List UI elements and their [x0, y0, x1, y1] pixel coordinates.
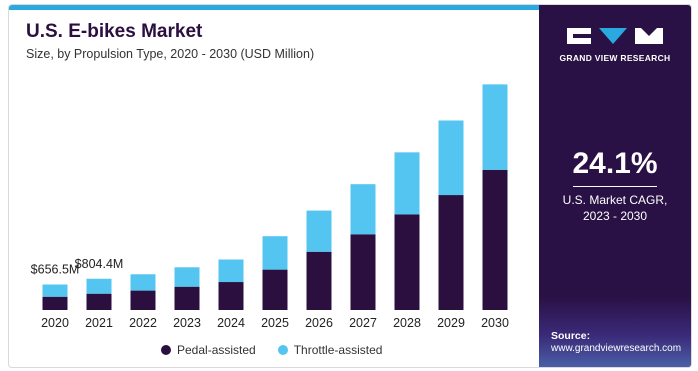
bar-throttle-2024 — [218, 259, 244, 283]
cagr-value: 24.1% — [572, 147, 658, 180]
x-tick-label-2029: 2029 — [437, 316, 465, 330]
x-tick-label-2026: 2026 — [305, 316, 333, 330]
bar-chart: 2020 2021 2022 2023 2024 2025 2026 2027 2028 2029… — [31, 84, 509, 330]
bar-pedal-2030 — [482, 169, 508, 310]
legend-label-pedal: Pedal-assisted — [177, 343, 256, 357]
x-tick-label-2021: 2021 — [85, 316, 113, 330]
data-label-2021: $804.4M — [75, 257, 124, 271]
bar-pedal-2022 — [130, 290, 156, 310]
bar-pedal-2029 — [438, 195, 464, 310]
source-block: Source: www.grandviewresearch.com — [539, 297, 691, 367]
legend-label-throttle: Throttle-assisted — [293, 343, 383, 357]
bar-throttle-2028 — [394, 152, 420, 215]
cagr-period: 2023 - 2030 — [582, 209, 648, 223]
bar-pedal-2027 — [350, 234, 376, 310]
bar-throttle-2025 — [262, 236, 288, 270]
x-tick-label-2022: 2022 — [129, 316, 157, 330]
bar-pedal-2028 — [394, 214, 420, 310]
bar-throttle-2027 — [350, 184, 376, 235]
bar-pedal-2020 — [42, 296, 68, 310]
bar-pedal-2024 — [218, 282, 244, 310]
x-tick-label-2025: 2025 — [261, 316, 289, 330]
chart-legend: Pedal-assisted Throttle-assisted — [161, 343, 382, 357]
x-tick-label-2020: 2020 — [41, 316, 69, 330]
cagr-label: U.S. Market CAGR, — [562, 193, 668, 207]
accent-bar — [9, 5, 539, 10]
legend-swatch-pedal — [161, 345, 171, 355]
legend-swatch-throttle — [277, 345, 288, 355]
bar-throttle-2021 — [86, 278, 112, 294]
chart-title: U.S. E-bikes Market — [26, 21, 203, 42]
bar-throttle-2023 — [174, 267, 200, 287]
source-link[interactable]: www.grandviewresearch.com — [551, 343, 682, 354]
x-tick-label-2024: 2024 — [217, 316, 245, 330]
x-tick-label-2028: 2028 — [393, 316, 421, 330]
divider — [573, 186, 657, 187]
side-panel: GRAND VIEW RESEARCH 24.1% U.S. Market CA… — [539, 5, 691, 367]
data-label-2020: $656.5M — [31, 263, 80, 277]
x-tick-label-2023: 2023 — [173, 316, 201, 330]
chart-card: U.S. E-bikes Market Size, by Propulsion … — [8, 4, 692, 368]
x-tick-label-2027: 2027 — [349, 316, 377, 330]
bar-throttle-2020 — [42, 284, 68, 297]
chart-subtitle: Size, by Propulsion Type, 2020 - 2030 (U… — [26, 47, 315, 61]
brand-name: GRAND VIEW RESEARCH — [559, 53, 671, 63]
x-tick-label-2030: 2030 — [481, 316, 509, 330]
legend-item-pedal: Pedal-assisted — [161, 343, 256, 357]
bar-pedal-2021 — [86, 293, 112, 310]
source-label: Source: — [551, 330, 591, 342]
bar-throttle-2022 — [130, 274, 156, 291]
bar-throttle-2029 — [438, 120, 464, 196]
bar-pedal-2023 — [174, 286, 200, 310]
bar-pedal-2026 — [306, 251, 332, 310]
grand-view-research-logo — [567, 28, 663, 44]
bar-throttle-2030 — [482, 84, 508, 170]
bar-throttle-2026 — [306, 210, 332, 252]
legend-item-throttle: Throttle-assisted — [277, 343, 383, 357]
bar-pedal-2025 — [262, 269, 288, 310]
